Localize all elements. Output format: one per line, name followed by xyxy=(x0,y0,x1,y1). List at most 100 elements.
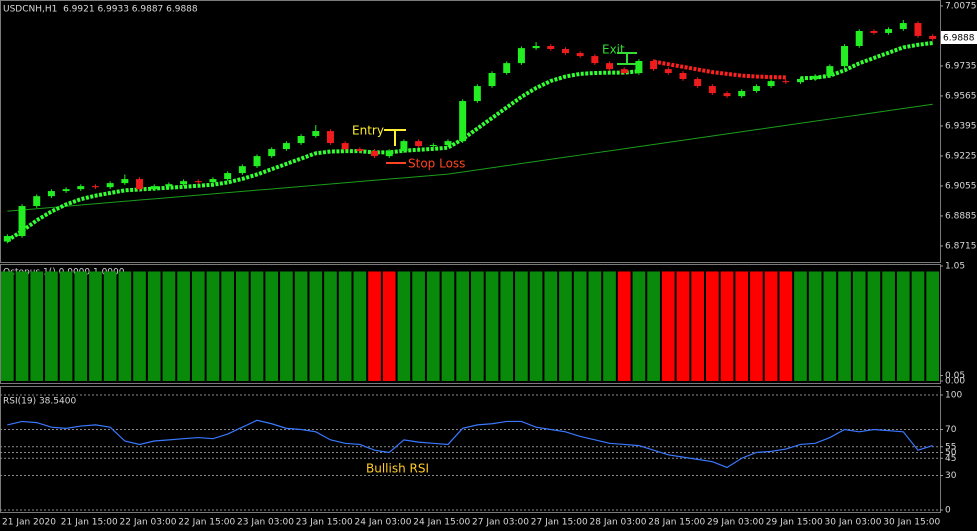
candle-body xyxy=(136,179,144,190)
price-panel-frame xyxy=(0,0,941,263)
bar xyxy=(764,271,778,381)
candle-body xyxy=(459,101,467,142)
candle-body xyxy=(488,73,496,87)
x-tick-label: 30 Jan 15:00 xyxy=(883,518,940,528)
bar xyxy=(133,271,146,381)
y-tick-label: 6.9055 xyxy=(945,181,977,191)
line-piece xyxy=(6,69,640,243)
candle-body xyxy=(679,73,687,79)
bar xyxy=(397,271,411,381)
bar xyxy=(485,271,499,381)
bar xyxy=(456,271,469,381)
x-tick-label: 30 Jan 03:00 xyxy=(825,518,882,528)
x-tick-label: 28 Jan 15:00 xyxy=(648,518,705,528)
candle-body xyxy=(194,181,202,183)
bar xyxy=(794,271,807,381)
x-tick-label: 21 Jan 2020 xyxy=(2,518,56,528)
x-tick-label: 27 Jan 03:00 xyxy=(472,518,529,528)
bar xyxy=(808,271,822,381)
y-tick-label: 7.0075 xyxy=(945,1,977,11)
bar xyxy=(30,271,44,381)
bar xyxy=(676,271,690,381)
bar xyxy=(280,271,293,381)
bar xyxy=(15,271,29,381)
candle-body xyxy=(811,76,819,79)
candle-body xyxy=(914,23,922,36)
candle-body xyxy=(767,81,775,87)
candle-body xyxy=(400,141,408,151)
candle-body xyxy=(694,79,702,87)
bar xyxy=(691,271,704,381)
annotation: Stop Loss xyxy=(408,157,465,171)
bar xyxy=(720,271,734,381)
bar xyxy=(382,271,396,381)
bar xyxy=(603,271,616,381)
candle-body xyxy=(517,48,525,64)
candle-body xyxy=(782,81,790,83)
line-piece xyxy=(7,103,933,212)
candle-body xyxy=(664,69,672,73)
candle-body xyxy=(532,46,540,49)
candle-body xyxy=(238,166,246,174)
y-tick-label: 6.9735 xyxy=(945,61,977,71)
x-tick-label: 24 Jan 15:00 xyxy=(413,518,470,528)
candle-body xyxy=(473,86,481,102)
candle-body xyxy=(708,86,716,94)
bar xyxy=(500,271,514,381)
candle-body xyxy=(3,236,11,242)
y-tick-label: 6.9225 xyxy=(945,151,977,161)
candle-body xyxy=(326,131,334,144)
bar xyxy=(559,271,572,381)
candle-body xyxy=(209,179,217,183)
bar xyxy=(177,271,190,381)
bar xyxy=(89,271,102,381)
bar xyxy=(353,271,367,381)
y-tick-label: 1.05 xyxy=(945,262,965,272)
candle-body xyxy=(341,143,349,150)
bar xyxy=(412,271,425,381)
x-tick-label: 23 Jan 15:00 xyxy=(296,518,353,528)
line-piece xyxy=(800,41,933,81)
annotation: Exit xyxy=(602,43,625,57)
y-tick-label: 70 xyxy=(945,425,957,435)
candle-body xyxy=(855,31,863,46)
bar xyxy=(750,271,763,381)
x-tick-label: 21 Jan 15:00 xyxy=(61,518,118,528)
candle-body xyxy=(371,151,379,157)
y-tick-label: 45 xyxy=(945,454,956,464)
bar xyxy=(221,271,234,381)
candle-body xyxy=(106,183,114,188)
line-piece xyxy=(7,419,933,469)
bar xyxy=(882,271,895,381)
bar xyxy=(588,271,602,381)
x-tick-label: 22 Jan 15:00 xyxy=(178,518,235,528)
candle-body xyxy=(503,63,511,73)
candle-body xyxy=(929,35,937,39)
candle-body xyxy=(870,31,878,33)
octopus-panel-frame xyxy=(0,264,941,384)
bar xyxy=(926,271,939,381)
y-tick-label: 55 xyxy=(945,442,956,452)
candle-body xyxy=(650,61,658,70)
y-tick-label: 6.9395 xyxy=(945,121,977,131)
candle-body xyxy=(180,181,188,185)
bar xyxy=(573,271,587,381)
bar xyxy=(191,271,205,381)
x-tick-label: 29 Jan 15:00 xyxy=(766,518,823,528)
candle-body xyxy=(91,186,99,188)
candle-body xyxy=(635,61,643,73)
candle-body xyxy=(885,29,893,33)
bar xyxy=(838,271,851,381)
candle-body xyxy=(444,141,452,145)
candle-body xyxy=(33,196,41,207)
candle-body xyxy=(224,173,232,180)
bar xyxy=(617,271,631,381)
candle-body xyxy=(297,136,305,144)
bar xyxy=(103,271,117,381)
x-tick-label: 29 Jan 03:00 xyxy=(707,518,764,528)
panel-title: USDCNH,H1 6.9921 6.9933 6.9887 6.9888 xyxy=(3,5,198,15)
x-tick-label: 22 Jan 03:00 xyxy=(120,518,177,528)
candle-body xyxy=(796,79,804,83)
annotation: Bullish RSI xyxy=(366,462,429,476)
bar xyxy=(544,271,558,381)
